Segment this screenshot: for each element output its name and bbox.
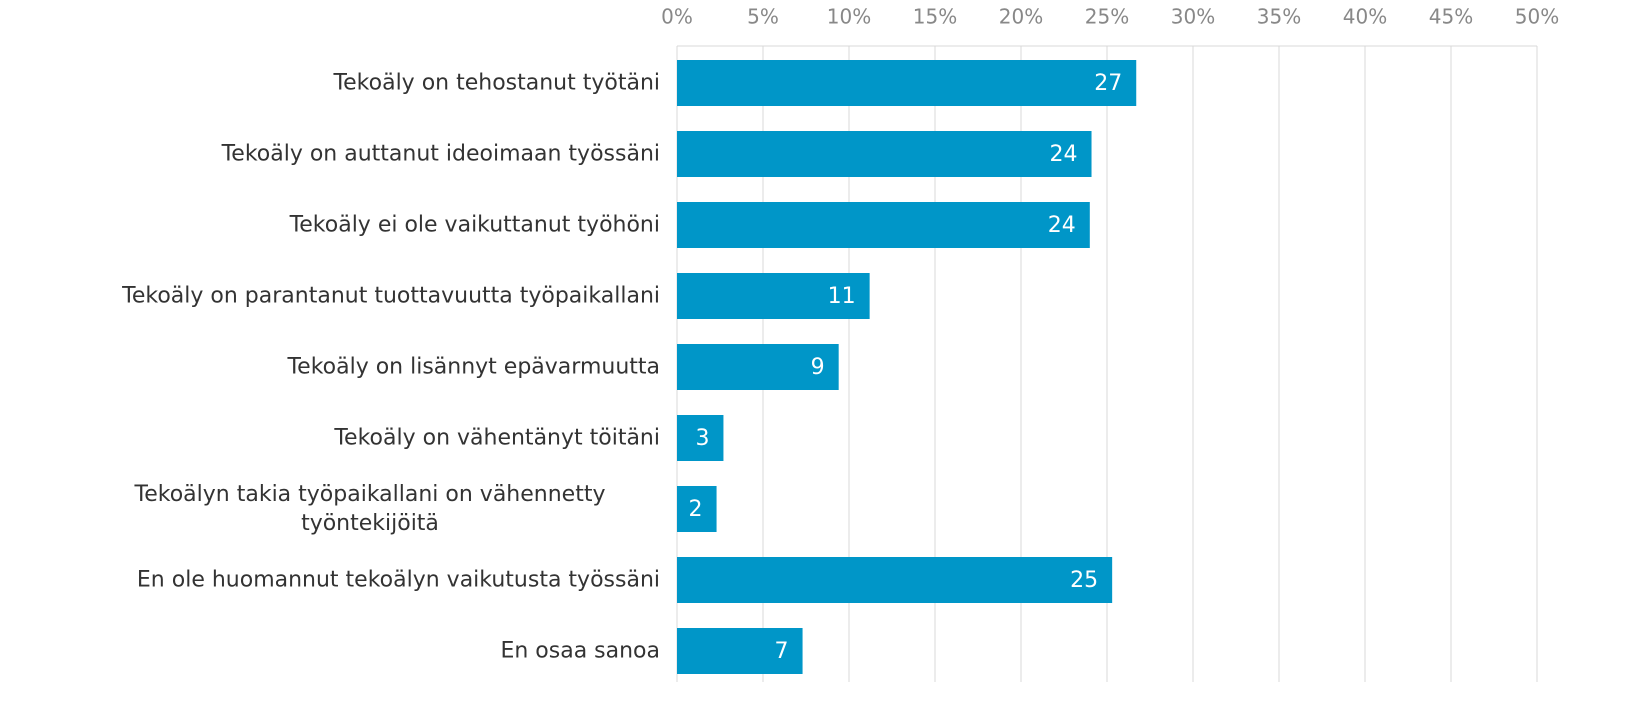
bar bbox=[677, 202, 1090, 248]
value-label: 24 bbox=[1048, 213, 1076, 238]
category-label-row: Tekoäly on lisännyt epävarmuutta bbox=[0, 353, 660, 382]
x-tick-label: 15% bbox=[913, 5, 957, 29]
bar bbox=[677, 415, 724, 461]
x-tick-label: 45% bbox=[1429, 5, 1473, 29]
category-label-row: Tekoäly on auttanut ideoimaan työssäni bbox=[0, 140, 660, 169]
category-label-row: Tekoäly on tehostanut työtäni bbox=[0, 69, 660, 98]
x-tick-label: 50% bbox=[1515, 5, 1559, 29]
category-label-row: Tekoälyn takia työpaikallani on vähennet… bbox=[0, 480, 660, 538]
category-label-row: En osaa sanoa bbox=[0, 637, 660, 666]
x-tick-label: 30% bbox=[1171, 5, 1215, 29]
x-tick-label: 40% bbox=[1343, 5, 1387, 29]
x-tick-label: 10% bbox=[827, 5, 871, 29]
value-label: 11 bbox=[828, 284, 856, 309]
bar bbox=[677, 486, 717, 532]
y-tick-label: En osaa sanoa bbox=[500, 638, 660, 664]
x-tick-label: 20% bbox=[999, 5, 1043, 29]
y-tick-label: En ole huomannut tekoälyn vaikutusta työ… bbox=[136, 567, 660, 593]
y-tick-label: Tekoäly on auttanut ideoimaan työssäni bbox=[221, 141, 660, 167]
x-tick-label: 0% bbox=[661, 5, 693, 29]
y-tick-label: Tekoäly on tehostanut työtäni bbox=[333, 70, 660, 96]
x-tick-label: 25% bbox=[1085, 5, 1129, 29]
bar bbox=[677, 557, 1113, 603]
bar bbox=[677, 131, 1092, 177]
bar bbox=[677, 60, 1137, 106]
y-tick-label: Tekoälyn takia työpaikallani on vähennet… bbox=[134, 482, 606, 536]
bar bbox=[677, 628, 803, 674]
value-label: 27 bbox=[1094, 71, 1122, 96]
y-tick-label: Tekoäly ei ole vaikuttanut työhöni bbox=[289, 212, 660, 238]
category-label-row: Tekoäly on vähentänyt töitäni bbox=[0, 424, 660, 453]
value-label: 3 bbox=[695, 426, 709, 451]
category-label-row: En ole huomannut tekoälyn vaikutusta työ… bbox=[0, 566, 660, 595]
y-tick-label: Tekoäly on vähentänyt töitäni bbox=[334, 425, 660, 451]
value-label: 7 bbox=[775, 639, 789, 664]
value-label: 25 bbox=[1070, 568, 1098, 593]
x-tick-label: 35% bbox=[1257, 5, 1301, 29]
y-tick-label: Tekoäly on lisännyt epävarmuutta bbox=[287, 354, 660, 380]
bar bbox=[677, 344, 839, 390]
x-tick-label: 5% bbox=[747, 5, 779, 29]
value-label: 9 bbox=[811, 355, 825, 380]
category-label-row: Tekoäly ei ole vaikuttanut työhöni bbox=[0, 211, 660, 240]
value-label: 24 bbox=[1050, 142, 1078, 167]
category-label-row: Tekoäly on parantanut tuottavuutta työpa… bbox=[0, 282, 660, 311]
y-tick-label: Tekoäly on parantanut tuottavuutta työpa… bbox=[122, 283, 660, 309]
value-label: 2 bbox=[689, 497, 703, 522]
bar bbox=[677, 273, 870, 319]
